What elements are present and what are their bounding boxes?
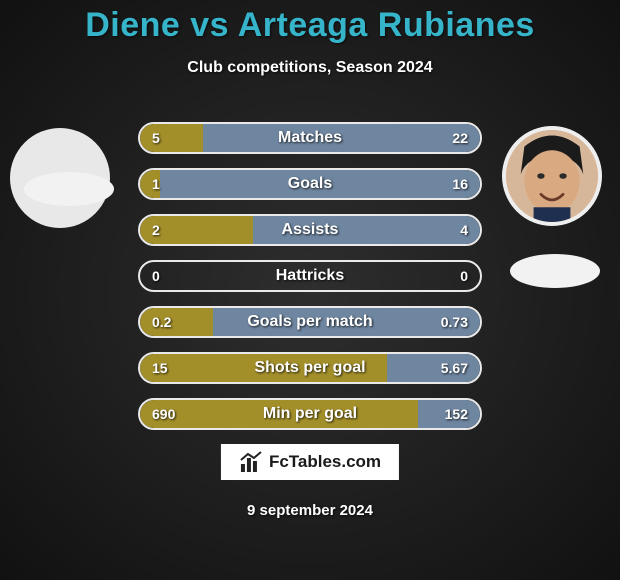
- stat-fill-left: [140, 170, 160, 198]
- subtitle: Club competitions, Season 2024: [0, 59, 620, 77]
- stat-row: Matches522: [138, 122, 482, 154]
- stat-row: Goals per match0.20.73: [138, 306, 482, 338]
- stat-fill-right: [203, 124, 480, 152]
- stats-bars: Matches522 Goals116 Assists24 Hattricks0 0 Go…: [138, 122, 482, 430]
- stat-fill-right: [387, 354, 480, 382]
- brand-text: FcTables.com: [269, 452, 381, 472]
- chart-icon: [239, 450, 263, 474]
- player-right-face-icon: [506, 130, 598, 222]
- player-right-avatar: [502, 126, 602, 226]
- stat-row: Min per goal690152: [138, 398, 482, 430]
- stat-row: Goals116: [138, 168, 482, 200]
- stat-fill-left: [140, 400, 418, 428]
- footer-date: 9 september 2024: [0, 502, 620, 519]
- stat-row: Hattricks0 0: [138, 260, 482, 292]
- stat-fill-right: [253, 216, 480, 244]
- stat-fill-right: [213, 308, 480, 336]
- stat-fill-left: [140, 308, 213, 336]
- comparison-card: Diene vs Arteaga Rubianes Club competiti…: [0, 0, 620, 580]
- stat-row: Shots per goal155.67: [138, 352, 482, 384]
- stat-fill-left: [140, 354, 387, 382]
- stat-fill-left: [140, 124, 203, 152]
- stat-fill-right: [418, 400, 480, 428]
- stat-value-right: 0: [460, 262, 468, 290]
- stat-fill-right: [160, 170, 480, 198]
- player-right-team-badge: [510, 254, 600, 288]
- stat-row: Assists24: [138, 214, 482, 246]
- stat-fill-left: [140, 216, 253, 244]
- stat-label: Hattricks: [140, 262, 480, 290]
- player-left-team-badge: [24, 172, 114, 206]
- page-title: Diene vs Arteaga Rubianes: [0, 6, 620, 45]
- stat-value-left: 0: [152, 262, 160, 290]
- brand-badge: FcTables.com: [221, 444, 399, 480]
